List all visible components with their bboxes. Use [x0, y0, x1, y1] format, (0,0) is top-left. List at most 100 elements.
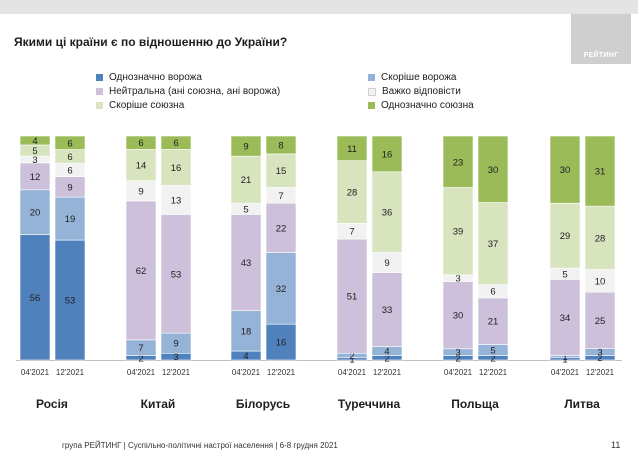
legend-label: Скоріше союзна	[109, 100, 185, 111]
x-tick-label: 12'2021	[586, 368, 615, 377]
bar-segment-definitely-allied	[160, 135, 192, 150]
data-label: 18	[241, 326, 252, 337]
bar-segment-neutral	[160, 214, 192, 334]
data-label: 32	[276, 284, 287, 295]
x-tick-label: 12'2021	[56, 368, 85, 377]
legend-swatch	[96, 88, 103, 95]
data-label: 30	[453, 311, 464, 322]
data-label: 30	[488, 165, 499, 176]
bar-segment-definitely-hostile	[19, 234, 51, 361]
bar-segment-rather-hostile	[265, 252, 297, 325]
data-label: 5	[243, 204, 248, 215]
data-label: 16	[276, 338, 287, 349]
data-label: 2	[490, 353, 495, 364]
legend-label: Однозначно союзна	[381, 100, 474, 111]
chart-title: Якими ці країни є по відношенню до Украї…	[14, 35, 288, 49]
data-label: 37	[488, 239, 499, 250]
bar-segment-definitely-allied	[442, 135, 474, 188]
legend-swatch	[368, 74, 375, 81]
legend-rather-allied: Скоріше союзна	[96, 100, 184, 111]
bar-segment-neutral	[125, 200, 157, 341]
bar-segment-definitely-allied	[336, 135, 368, 161]
bar-segment-rather-allied	[584, 205, 616, 270]
data-label: 22	[276, 223, 287, 234]
data-label: 6	[67, 138, 72, 149]
data-label: 4	[384, 347, 389, 358]
top-bar	[0, 0, 638, 14]
bar-segment-hard-to-say	[160, 184, 192, 215]
data-label: 5	[562, 269, 567, 280]
data-label: 16	[382, 149, 393, 160]
data-label: 34	[560, 313, 571, 324]
bar-segment-rather-allied	[371, 171, 403, 253]
x-tick-label: 12'2021	[479, 368, 508, 377]
legend-hard-to-say: Важко відповісти	[368, 86, 461, 97]
bar-segment-neutral	[371, 272, 403, 347]
data-label: 53	[65, 296, 76, 307]
x-tick-label: 12'2021	[267, 368, 296, 377]
data-label: 43	[241, 258, 252, 269]
category-label: Польща	[451, 397, 499, 411]
data-label: 7	[349, 227, 354, 238]
data-label: 2	[597, 353, 602, 364]
legend-label: Важко відповісти	[382, 86, 461, 97]
x-tick-label: 04'2021	[338, 368, 367, 377]
data-label: 3	[455, 348, 460, 359]
data-label: 23	[453, 157, 464, 168]
rating-logo: РЕЙТИНГ	[571, 14, 631, 64]
data-label: 6	[67, 152, 72, 163]
bar-segment-neutral	[265, 202, 297, 253]
legend-label: Однозначно ворожа	[109, 72, 202, 83]
legend-swatch	[96, 74, 103, 81]
data-label: 3	[173, 352, 178, 363]
data-label: 1	[349, 354, 354, 365]
data-label: 3	[597, 348, 602, 359]
x-tick-label: 04'2021	[21, 368, 50, 377]
data-label: 9	[173, 339, 178, 350]
category-label: Туреччина	[338, 397, 401, 411]
data-label: 10	[595, 276, 606, 287]
data-label: 20	[30, 208, 41, 219]
bar-segment-neutral	[19, 162, 51, 191]
bar-segment-rather-allied	[336, 160, 368, 224]
data-label: 62	[136, 266, 147, 277]
data-label: 51	[347, 292, 358, 303]
data-label: 14	[136, 161, 147, 172]
data-label: 28	[595, 233, 606, 244]
data-label: 9	[138, 186, 143, 197]
data-label: 6	[490, 287, 495, 298]
data-label: 3	[32, 155, 37, 166]
bar-segment-rather-allied	[477, 202, 509, 285]
bar-segment-rather-hostile	[230, 310, 262, 352]
bar-segment-rather-allied	[442, 187, 474, 276]
data-label: 16	[171, 163, 182, 174]
data-label: 7	[278, 191, 283, 202]
data-label: 9	[67, 182, 72, 193]
bar-segment-neutral	[584, 291, 616, 349]
legend-swatch	[368, 87, 376, 96]
data-label: 3	[455, 274, 460, 285]
legend-rather-hostile: Скоріше ворожа	[368, 72, 456, 83]
data-label: 9	[384, 258, 389, 269]
bar-segment-definitely-allied	[371, 135, 403, 173]
data-label: 19	[65, 214, 76, 225]
data-label: 56	[30, 293, 41, 304]
logo-text: РЕЙТИНГ	[583, 52, 619, 59]
data-label: 2	[349, 351, 354, 362]
bar-segment-rather-hostile	[19, 189, 51, 235]
data-label: 8	[278, 140, 283, 151]
data-label: 33	[382, 305, 393, 316]
data-label: 4	[32, 136, 37, 147]
bar-segment-rather-allied	[549, 202, 581, 269]
data-label: 13	[171, 195, 182, 206]
data-label: 2	[384, 353, 389, 364]
data-label: 2	[138, 353, 143, 364]
x-tick-label: 04'2021	[444, 368, 473, 377]
data-label: 1	[562, 354, 567, 365]
legend-swatch	[368, 102, 375, 109]
legend-label: Скоріше ворожа	[381, 72, 457, 83]
category-label: Білорусь	[236, 397, 290, 411]
data-label: 1	[562, 352, 567, 363]
bar-segment-definitely-allied	[477, 135, 509, 203]
